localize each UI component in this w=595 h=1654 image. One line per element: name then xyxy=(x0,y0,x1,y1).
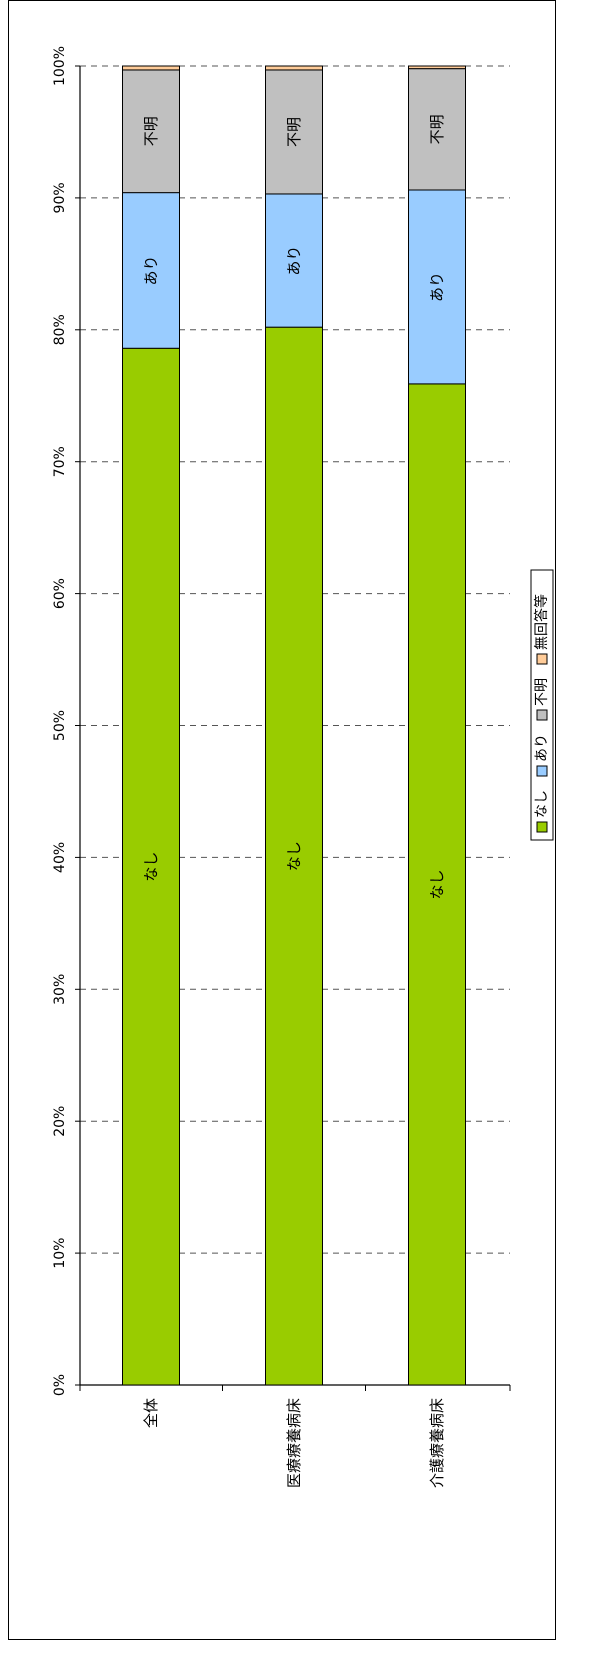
tick-label: 100% xyxy=(52,46,68,86)
bar-segment xyxy=(265,326,323,1386)
tick-label: 70% xyxy=(52,446,68,477)
bar-segment xyxy=(408,68,466,191)
segment-label: なし xyxy=(428,869,446,899)
tick-label: 20% xyxy=(52,1106,68,1137)
legend-label: 不明 xyxy=(534,678,550,706)
bar-segment xyxy=(265,193,323,328)
category-label: 介護療養病床 xyxy=(428,1398,446,1488)
bar-segment xyxy=(408,65,466,70)
segment-label: 不明 xyxy=(285,117,303,147)
legend-swatch xyxy=(536,653,548,665)
tick-label: 40% xyxy=(52,842,68,873)
tick-label: 90% xyxy=(52,182,68,213)
tick-label: 0% xyxy=(52,1374,68,1396)
category-label: 全体 xyxy=(142,1398,160,1428)
tick-label: 50% xyxy=(52,710,68,741)
bar-segment xyxy=(408,189,466,385)
tick-label: 80% xyxy=(52,314,68,345)
segment-label: なし xyxy=(142,852,160,882)
tick-label: 10% xyxy=(52,1238,68,1269)
segment-label: 不明 xyxy=(142,116,160,146)
segment-label: あり xyxy=(142,255,160,285)
category-label: 医療療養病床 xyxy=(285,1398,303,1488)
bar-segment xyxy=(122,347,180,1386)
bar-segment xyxy=(122,192,180,349)
segment-label: 不明 xyxy=(428,114,446,144)
legend-swatch xyxy=(536,765,548,777)
bar-segment xyxy=(408,383,466,1386)
segment-label: なし xyxy=(285,841,303,871)
bar-segment xyxy=(265,65,323,71)
legend-label: 無回答等 xyxy=(533,594,550,650)
segment-label: あり xyxy=(285,246,303,276)
legend-swatch xyxy=(536,821,548,833)
bar-segment xyxy=(265,69,323,195)
legend-swatch xyxy=(536,709,548,721)
tick-label: 60% xyxy=(52,578,68,609)
bar-segment xyxy=(122,69,180,194)
segment-label: あり xyxy=(428,272,446,302)
legend-label: あり xyxy=(534,734,550,762)
bar-segment xyxy=(122,65,180,71)
tick-label: 30% xyxy=(52,974,68,1005)
legend-label: なし xyxy=(534,790,550,818)
